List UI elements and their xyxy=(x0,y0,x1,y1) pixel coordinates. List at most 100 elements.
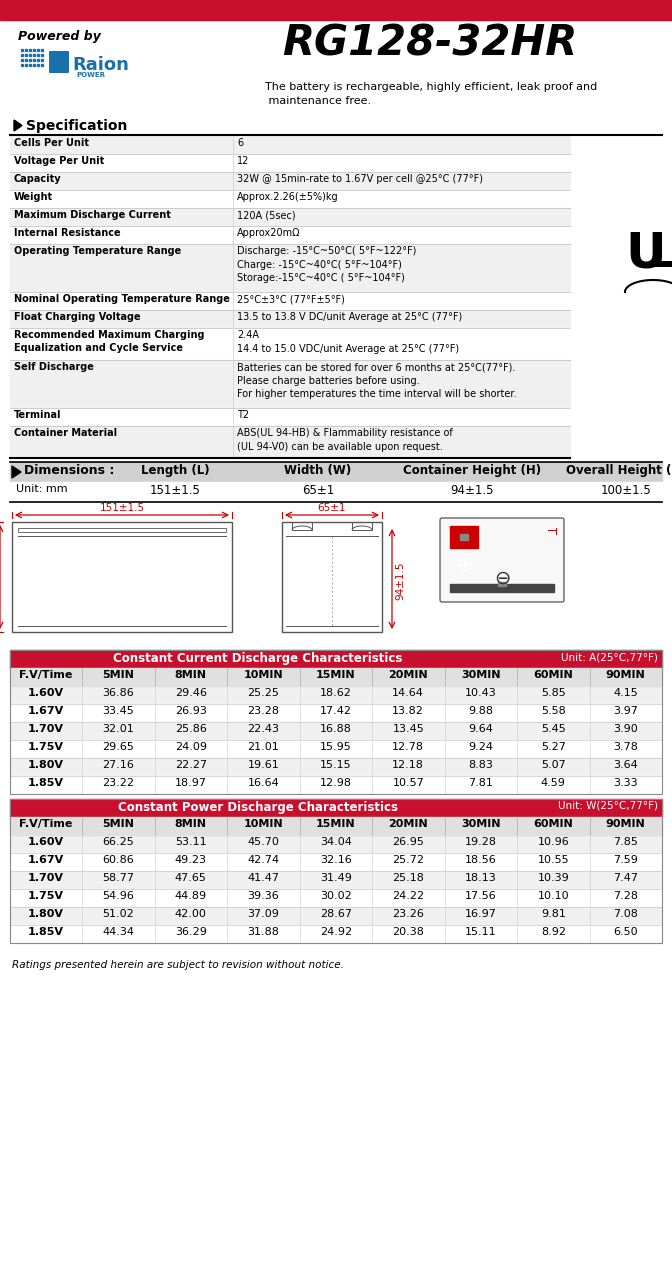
Bar xyxy=(10,227,570,244)
Text: Constant Power Discharge Characteristics: Constant Power Discharge Characteristics xyxy=(118,801,398,814)
Text: The battery is rechargeable, highly efficient, leak proof and: The battery is rechargeable, highly effi… xyxy=(265,82,597,92)
Text: Capacity: Capacity xyxy=(14,174,62,184)
Text: 1.75V: 1.75V xyxy=(28,742,64,751)
Text: 25°C±3°C (77°F±5°F): 25°C±3°C (77°F±5°F) xyxy=(237,294,345,303)
Text: 22.27: 22.27 xyxy=(175,760,207,771)
Bar xyxy=(10,328,570,360)
Text: Powered by: Powered by xyxy=(18,29,101,44)
Text: 31.88: 31.88 xyxy=(247,927,279,937)
Text: ⊕: ⊕ xyxy=(456,556,472,575)
Text: Specification: Specification xyxy=(26,119,128,133)
Text: 66.25: 66.25 xyxy=(102,837,134,847)
Text: 4.59: 4.59 xyxy=(541,778,566,788)
Bar xyxy=(10,722,662,740)
Text: 44.89: 44.89 xyxy=(175,891,207,901)
Text: 1.80V: 1.80V xyxy=(28,760,64,771)
Text: 1.60V: 1.60V xyxy=(28,837,64,847)
Text: maintenance free.: maintenance free. xyxy=(265,96,371,106)
FancyBboxPatch shape xyxy=(49,51,69,73)
Bar xyxy=(10,925,662,943)
Text: 41.47: 41.47 xyxy=(247,873,280,883)
Bar xyxy=(10,650,662,668)
Text: 7.59: 7.59 xyxy=(614,855,638,865)
Text: Container Material: Container Material xyxy=(14,428,117,438)
Text: 2.4A
14.4 to 15.0 VDC/unit Average at 25°C (77°F): 2.4A 14.4 to 15.0 VDC/unit Average at 25… xyxy=(237,330,459,353)
Text: Unit: mm: Unit: mm xyxy=(16,484,68,494)
Text: 90MIN: 90MIN xyxy=(606,669,646,680)
Text: 5MIN: 5MIN xyxy=(102,819,134,829)
Text: 9.24: 9.24 xyxy=(468,742,493,751)
Text: Weight: Weight xyxy=(14,192,53,202)
Bar xyxy=(10,207,570,227)
Text: 5.45: 5.45 xyxy=(541,724,566,733)
Text: Terminal: Terminal xyxy=(14,410,62,420)
Text: 26.93: 26.93 xyxy=(175,707,207,716)
Text: Recommended Maximum Charging
Equalization and Cycle Service: Recommended Maximum Charging Equalizatio… xyxy=(14,330,204,353)
Text: 1.67V: 1.67V xyxy=(28,707,64,716)
Bar xyxy=(10,483,662,502)
Text: 1.60V: 1.60V xyxy=(28,689,64,698)
Text: POWER: POWER xyxy=(76,72,105,78)
Text: 6.50: 6.50 xyxy=(614,927,638,937)
Text: 25.18: 25.18 xyxy=(392,873,424,883)
Text: 30.02: 30.02 xyxy=(320,891,351,901)
Bar xyxy=(10,799,662,943)
Text: 16.97: 16.97 xyxy=(465,909,497,919)
Text: Float Charging Voltage: Float Charging Voltage xyxy=(14,312,140,323)
Text: Self Discharge: Self Discharge xyxy=(14,362,94,372)
Text: 94±1.5: 94±1.5 xyxy=(450,484,494,497)
Text: 94±1.5: 94±1.5 xyxy=(395,562,405,600)
Text: 3.78: 3.78 xyxy=(614,742,638,751)
Text: 5.27: 5.27 xyxy=(541,742,566,751)
Text: Overall Height (H): Overall Height (H) xyxy=(566,463,672,477)
FancyBboxPatch shape xyxy=(440,518,564,602)
Text: Batteries can be stored for over 6 months at 25°C(77°F).
Please charge batteries: Batteries can be stored for over 6 month… xyxy=(237,362,517,399)
Text: 3.90: 3.90 xyxy=(614,724,638,733)
Text: 8MIN: 8MIN xyxy=(175,819,207,829)
Bar xyxy=(10,360,570,408)
Text: 151±1.5: 151±1.5 xyxy=(99,503,144,513)
Text: 18.13: 18.13 xyxy=(465,873,497,883)
Text: 23.22: 23.22 xyxy=(102,778,134,788)
Text: 8.92: 8.92 xyxy=(541,927,566,937)
Text: 13.5 to 13.8 V DC/unit Average at 25°C (77°F): 13.5 to 13.8 V DC/unit Average at 25°C (… xyxy=(237,312,462,323)
Text: 44.34: 44.34 xyxy=(102,927,134,937)
Text: Approx.2.26(±5%)kg: Approx.2.26(±5%)kg xyxy=(237,192,339,202)
Text: Unit: A(25°C,77°F): Unit: A(25°C,77°F) xyxy=(561,652,658,662)
Bar xyxy=(10,890,662,908)
Text: 21.01: 21.01 xyxy=(247,742,279,751)
Bar xyxy=(10,799,662,817)
Bar xyxy=(10,650,662,794)
Text: F.V/Time: F.V/Time xyxy=(19,819,73,829)
Text: 3.64: 3.64 xyxy=(614,760,638,771)
Text: Dimensions :: Dimensions : xyxy=(24,463,114,477)
Bar xyxy=(10,776,662,794)
Text: 25.72: 25.72 xyxy=(392,855,424,865)
Text: 39.36: 39.36 xyxy=(247,891,279,901)
Text: 10MIN: 10MIN xyxy=(243,669,283,680)
Text: 32.01: 32.01 xyxy=(102,724,134,733)
Text: F.V/Time: F.V/Time xyxy=(19,669,73,680)
Text: 60MIN: 60MIN xyxy=(534,819,573,829)
Text: 23.26: 23.26 xyxy=(392,909,424,919)
Text: 31.49: 31.49 xyxy=(320,873,351,883)
Text: 24.22: 24.22 xyxy=(392,891,424,901)
Bar xyxy=(10,908,662,925)
Text: 100±1.5: 100±1.5 xyxy=(601,484,651,497)
Text: 65±1: 65±1 xyxy=(318,503,346,513)
Bar xyxy=(292,522,312,530)
Text: 12: 12 xyxy=(237,156,249,166)
Text: 9.64: 9.64 xyxy=(468,724,493,733)
Text: 1.70V: 1.70V xyxy=(28,873,64,883)
Text: 5.07: 5.07 xyxy=(541,760,566,771)
Text: 1.75V: 1.75V xyxy=(28,891,64,901)
Text: 17.42: 17.42 xyxy=(320,707,351,716)
Text: Cells Per Unit: Cells Per Unit xyxy=(14,138,89,148)
Text: Discharge: -15°C~50°C( 5°F~122°F)
Charge: -15°C~40°C( 5°F~104°F)
Storage:-15°C~4: Discharge: -15°C~50°C( 5°F~122°F) Charge… xyxy=(237,246,417,283)
Text: ⊖: ⊖ xyxy=(494,568,510,588)
Text: 1.70V: 1.70V xyxy=(28,724,64,733)
Text: Width (W): Width (W) xyxy=(284,463,351,477)
Text: Internal Resistance: Internal Resistance xyxy=(14,228,121,238)
Text: 13.45: 13.45 xyxy=(392,724,424,733)
Text: 7.81: 7.81 xyxy=(468,778,493,788)
